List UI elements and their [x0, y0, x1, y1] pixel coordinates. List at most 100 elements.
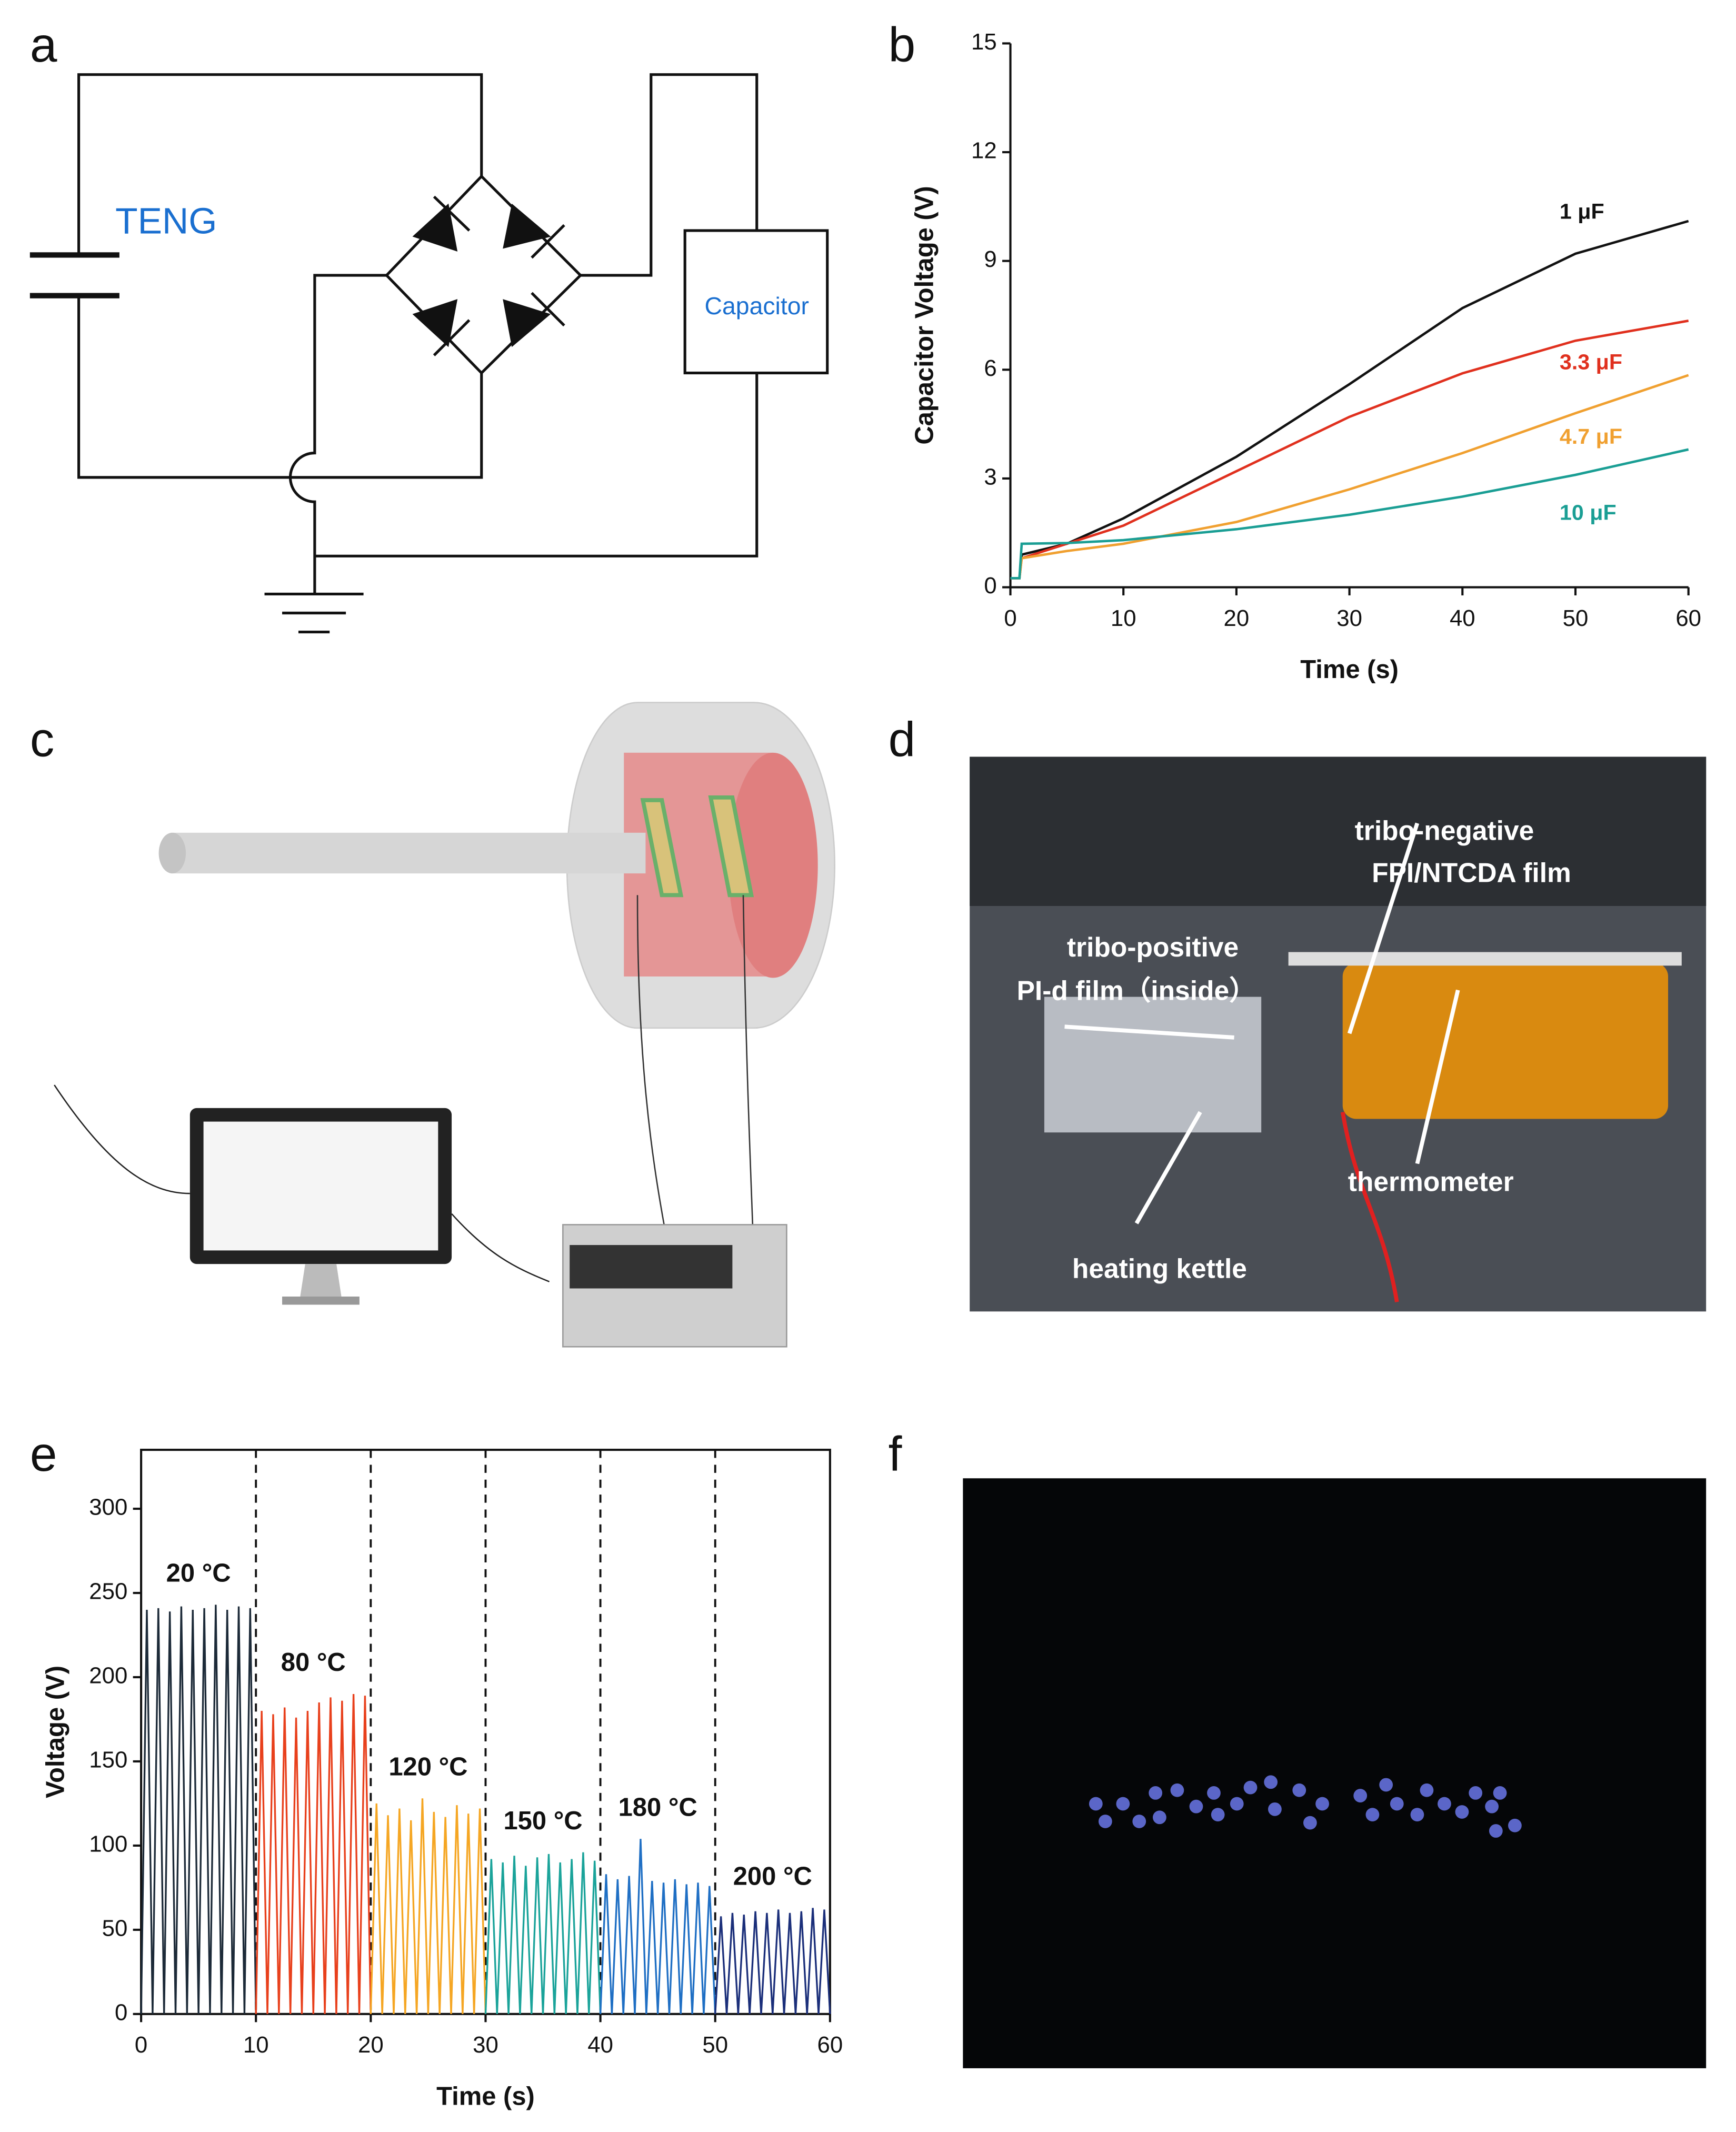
y-axis-label: Capacitor Voltage (V) [911, 186, 939, 444]
led [1211, 1808, 1225, 1822]
screen [203, 1121, 438, 1251]
ground [264, 592, 364, 634]
y-tick-label: 150 [89, 1747, 127, 1773]
wire [288, 274, 387, 594]
series-label: 120 °C [388, 1753, 467, 1781]
led [1170, 1783, 1184, 1797]
led [1438, 1797, 1451, 1811]
led [1379, 1778, 1393, 1792]
x-axis-label: Time (s) [436, 2083, 535, 2111]
photo-label: tribo-positive [1067, 932, 1239, 962]
panel-label: d [889, 712, 916, 766]
y-tick-label: 0 [984, 573, 996, 599]
series-label: 1 μF [1560, 199, 1604, 223]
led [1189, 1799, 1203, 1814]
series-label: 3.3 μF [1560, 350, 1622, 374]
monitor-stand [300, 1264, 342, 1300]
x-tick-label: 60 [1675, 605, 1701, 631]
photo-shadow [970, 756, 1707, 906]
x-tick-label: 30 [1336, 605, 1362, 631]
series-label: 10 μF [1560, 500, 1617, 524]
series-line [599, 1839, 716, 2014]
arrow [1064, 822, 1460, 1224]
led [1390, 1797, 1404, 1811]
x-tick-label: 20 [358, 2032, 384, 2058]
panel-label: b [889, 17, 916, 72]
diode [503, 203, 565, 259]
film-roll [1342, 963, 1669, 1119]
led [1353, 1789, 1368, 1802]
led [1149, 1786, 1163, 1800]
x-tick-label: 0 [1004, 605, 1016, 631]
x-tick-label: 40 [1450, 605, 1475, 631]
panel-label: e [30, 1427, 57, 1481]
series-label: 180 °C [618, 1793, 697, 1821]
x-tick-label: 10 [1111, 605, 1136, 631]
series-label: 200 °C [733, 1862, 812, 1891]
led [1315, 1797, 1329, 1811]
led [1243, 1780, 1258, 1795]
diode [503, 292, 565, 347]
y-tick-label: 3 [984, 464, 996, 490]
series-label: 4.7 μF [1560, 424, 1622, 449]
teng-plates [29, 252, 119, 298]
x-tick-label: 50 [702, 2032, 728, 2058]
led [1469, 1786, 1483, 1800]
rod [171, 832, 646, 874]
led [1303, 1816, 1317, 1830]
led [1268, 1802, 1282, 1816]
chamber-end [728, 752, 818, 978]
rod-end [158, 832, 186, 874]
rod [1288, 952, 1682, 966]
cable [636, 895, 754, 1228]
diode [412, 195, 471, 252]
series-label: 150 °C [503, 1807, 582, 1835]
photo-label: thermometer [1348, 1167, 1514, 1197]
panel-label: c [30, 712, 54, 766]
panel-label: f [889, 1427, 902, 1481]
meter-display [570, 1245, 733, 1289]
led [1420, 1783, 1434, 1797]
x-axis-label: Time (s) [1300, 655, 1399, 684]
wire [1340, 1111, 1399, 1302]
series-line [1010, 374, 1689, 580]
led [1153, 1810, 1166, 1825]
photo-label: FPI/NTCDA film [1372, 857, 1571, 888]
x-tick-label: 50 [1563, 605, 1589, 631]
series-label: 20 °C [166, 1559, 231, 1588]
led [1132, 1815, 1146, 1828]
y-tick-label: 50 [102, 1915, 128, 1941]
led [1493, 1786, 1507, 1800]
x-tick-label: 30 [473, 2032, 498, 2058]
x-tick-label: 60 [817, 2032, 843, 2058]
led [1089, 1797, 1103, 1811]
series-line [255, 1693, 372, 2014]
led [1098, 1815, 1112, 1828]
kettle [1044, 997, 1262, 1133]
series-line [484, 1852, 602, 2014]
series-line [1010, 220, 1689, 580]
wire [314, 373, 759, 557]
film [640, 798, 684, 898]
led [1365, 1808, 1380, 1822]
y-tick-label: 250 [89, 1579, 127, 1605]
led [1508, 1818, 1522, 1832]
monitor-base [282, 1296, 360, 1305]
led [1264, 1775, 1278, 1789]
panel-label: a [30, 17, 57, 72]
series-label: 80 °C [281, 1648, 346, 1677]
schematic [54, 702, 835, 1348]
led [1230, 1797, 1244, 1811]
y-tick-label: 6 [984, 355, 996, 381]
series-line [714, 1908, 831, 2014]
y-tick-label: 12 [971, 138, 997, 164]
charts: 0 10 20 30 40 50 60 0 3 6 9 12 15 Time (s) Capacitor V… [41, 29, 1701, 2111]
led [1485, 1799, 1499, 1814]
photo-label: PI-d film（inside） [1017, 975, 1256, 1005]
y-axis-label: Voltage (V) [41, 1666, 69, 1798]
y-tick-label: 300 [89, 1495, 127, 1520]
y-tick-label: 9 [984, 246, 996, 272]
y-tick-label: 200 [89, 1663, 127, 1689]
capacitor-label: Capacitor [705, 292, 809, 320]
